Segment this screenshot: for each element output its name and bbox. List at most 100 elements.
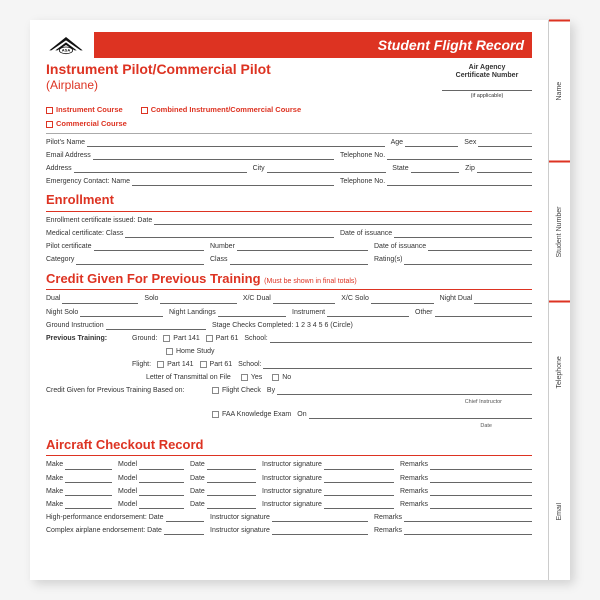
form-page: ASA Student Flight Record Instrument Pil…	[30, 20, 570, 580]
lab-make: Make	[46, 500, 63, 509]
lab-rem: Remarks	[400, 474, 428, 483]
form-title: Instrument Pilot/Commercial Pilot (Airpl…	[46, 62, 430, 93]
lab-letter: Letter of Transmittal on File	[146, 373, 231, 382]
lab-addr: Address	[46, 164, 72, 173]
cb-g141[interactable]: Part 141	[163, 334, 199, 343]
title-main: Instrument Pilot/Commercial Pilot	[46, 61, 271, 77]
lab-chief: Chief Instructor	[46, 399, 532, 406]
cb-instrument-label: Instrument Course	[56, 105, 123, 115]
lab-home: Home Study	[176, 347, 215, 356]
lab-nightland: Night Landings	[169, 308, 216, 317]
lab-model: Model	[118, 460, 137, 469]
lab-cx: Complex airplane endorsement: Date	[46, 526, 162, 535]
lab-rem: Remarks	[400, 460, 428, 469]
lab-model: Model	[118, 474, 137, 483]
lab-xcsolo: X/C Solo	[341, 294, 369, 303]
lab-make: Make	[46, 487, 63, 496]
lab-age: Age	[391, 138, 403, 147]
credit-note: (Must be shown in final totals)	[264, 278, 357, 285]
lab-date: Date	[190, 474, 205, 483]
side-tabs: Name Student Number Telephone Email	[548, 20, 570, 580]
lab-date: Date	[190, 487, 205, 496]
cb-no[interactable]: No	[272, 373, 291, 382]
section-aircraft: Aircraft Checkout Record	[46, 437, 532, 454]
lab-ground: Ground:	[132, 334, 157, 343]
lab-stage: Stage Checks Completed: 1 2 3 4 5 6 (Cir…	[212, 321, 532, 330]
cb-f61[interactable]: Part 61	[200, 360, 233, 369]
lab-rem: Remarks	[400, 487, 428, 496]
lab-model: Model	[118, 487, 137, 496]
course-checkboxes: Instrument Course Combined Instrument/Co…	[46, 105, 532, 115]
form-body: ASA Student Flight Record Instrument Pil…	[30, 20, 548, 580]
lab-city: City	[253, 164, 265, 173]
lab-f61: Part 61	[210, 360, 233, 369]
title-sub: (Airplane)	[46, 78, 98, 92]
lab-prev: Previous Training:	[46, 334, 126, 343]
lab-name: Pilot's Name	[46, 138, 85, 147]
cb-faa[interactable]: FAA Knowledge Exam	[212, 410, 291, 419]
lab-dual: Dual	[46, 294, 60, 303]
aircraft-row: MakeModelDateInstructor signatureRemarks	[46, 474, 532, 483]
lab-faa: FAA Knowledge Exam	[222, 410, 291, 419]
aircraft-row: MakeModelDateInstructor signatureRemarks	[46, 460, 532, 469]
cb-combined[interactable]: Combined Instrument/Commercial Course	[141, 105, 301, 115]
lab-zip: Zip	[465, 164, 475, 173]
lab-hpsig: Instructor signature	[210, 513, 270, 522]
lab-solo: Solo	[144, 294, 158, 303]
aircraft-row: Make Model Date Instructor signature Remarks	[46, 487, 532, 496]
cb-commercial[interactable]: Commercial Course	[46, 119, 127, 129]
svg-text:ASA: ASA	[62, 48, 71, 53]
lab-make: Make	[46, 460, 63, 469]
tab-telephone: Telephone	[549, 301, 570, 442]
lab-class: Class	[210, 255, 228, 264]
cb-f141[interactable]: Part 141	[157, 360, 193, 369]
aircraft-row: MakeModelDateInstructor signatureRemarks	[46, 500, 532, 509]
cb-home[interactable]: Home Study	[166, 347, 215, 356]
lab-g61: Part 61	[216, 334, 239, 343]
cb-instrument[interactable]: Instrument Course	[46, 105, 123, 115]
lab-other: Other	[415, 308, 433, 317]
lab-hprem: Remarks	[374, 513, 402, 522]
tab-email: Email	[549, 442, 570, 581]
row-name: Pilot's Name Age Sex	[46, 138, 532, 147]
agency-l1: Air Agency	[442, 64, 532, 72]
tab-student-number: Student Number	[549, 161, 570, 302]
lab-nightsolo: Night Solo	[46, 308, 78, 317]
lab-nightdual: Night Dual	[440, 294, 473, 303]
title-banner: Student Flight Record	[94, 32, 532, 58]
lab-emgtel: Telephone No.	[340, 177, 385, 186]
lab-fschool: School:	[238, 360, 261, 369]
lab-rating: Rating(s)	[374, 255, 402, 264]
cb-fc[interactable]: Flight Check	[212, 386, 261, 395]
lab-cat: Category	[46, 255, 74, 264]
lab-cxrem: Remarks	[374, 526, 402, 535]
lab-no: No	[282, 373, 291, 382]
section-credit: Credit Given For Previous Training (Must…	[46, 271, 532, 288]
lab-pilotcert: Pilot certificate	[46, 242, 92, 251]
lab-sig: Instructor signature	[262, 500, 322, 509]
lab-datesmall: Date	[46, 423, 532, 430]
lab-on: On	[297, 410, 306, 419]
lab-certdate: Date of issuance	[374, 242, 426, 251]
aircraft-rows: Make Model Date Instructor signature Remarks…	[46, 460, 532, 508]
cb-g61[interactable]: Part 61	[206, 334, 239, 343]
lab-sig: Instructor signature	[262, 487, 322, 496]
lab-xcdual: X/C Dual	[243, 294, 271, 303]
cb-yes[interactable]: Yes	[241, 373, 262, 382]
lab-by: By	[267, 386, 275, 395]
lab-state: State	[392, 164, 408, 173]
lab-date: Date	[190, 500, 205, 509]
lab-hp: High-performance endorsement: Date	[46, 513, 164, 522]
lab-f141: Part 141	[167, 360, 193, 369]
lab-gi: Ground Instruction	[46, 321, 104, 330]
lab-fc: Flight Check	[222, 386, 261, 395]
lab-g141: Part 141	[173, 334, 199, 343]
lab-tel: Telephone No.	[340, 151, 385, 160]
lab-meddate: Date of issuance	[340, 229, 392, 238]
lab-medclass: Medical certificate: Class	[46, 229, 123, 238]
agency-l2: Certificate Number	[442, 72, 532, 80]
lab-instr: Instrument	[292, 308, 325, 317]
lab-certnum: Number	[210, 242, 235, 251]
section-enrollment: Enrollment	[46, 192, 532, 209]
lab-sig: Instructor signature	[262, 474, 322, 483]
